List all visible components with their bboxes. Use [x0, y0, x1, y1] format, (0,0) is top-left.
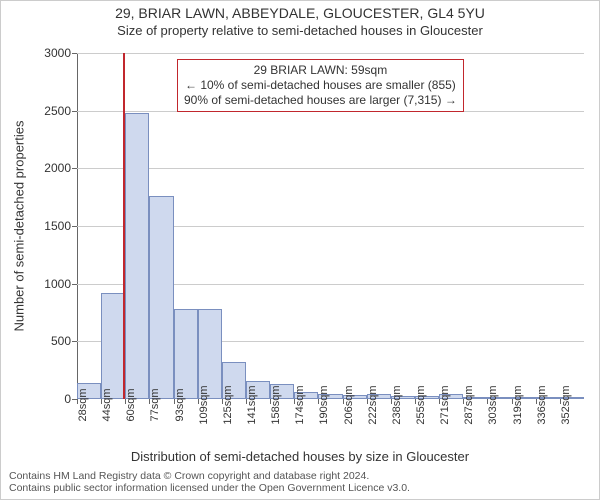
y-axis-title: Number of semi-detached properties: [12, 121, 27, 332]
xtick-label: 93sqm: [174, 388, 186, 421]
footnote-line-1: Contains HM Land Registry data © Crown c…: [9, 470, 410, 483]
xtick-label: 287sqm: [463, 385, 475, 424]
footnote-line-2: Contains public sector information licen…: [9, 482, 410, 495]
histogram-bar: [125, 113, 149, 399]
ytick-label: 2000: [44, 161, 71, 175]
gridline: [77, 168, 584, 169]
xtick-label: 141sqm: [246, 385, 258, 424]
ytick-mark: [72, 226, 77, 227]
chart-title-main: 29, BRIAR LAWN, ABBEYDALE, GLOUCESTER, G…: [1, 5, 599, 21]
xtick-label: 222sqm: [367, 385, 379, 424]
title-area: 29, BRIAR LAWN, ABBEYDALE, GLOUCESTER, G…: [1, 5, 599, 38]
info-box: 29 BRIAR LAWN: 59sqm← 10% of semi-detach…: [177, 59, 464, 112]
histogram-bar: [174, 309, 198, 399]
xtick-label: 303sqm: [487, 385, 499, 424]
xtick-label: 44sqm: [101, 388, 113, 421]
ytick-label: 1000: [44, 277, 71, 291]
ytick-label: 1500: [44, 219, 71, 233]
xtick-label: 238sqm: [391, 385, 403, 424]
xtick-label: 271sqm: [439, 385, 451, 424]
footnote: Contains HM Land Registry data © Crown c…: [9, 470, 410, 495]
ytick-mark: [72, 284, 77, 285]
xtick-label: 174sqm: [294, 385, 306, 424]
xtick-label: 336sqm: [536, 385, 548, 424]
ytick-label: 3000: [44, 46, 71, 60]
x-axis-title: Distribution of semi-detached houses by …: [1, 449, 599, 464]
ytick-mark: [72, 341, 77, 342]
xtick-label: 109sqm: [198, 385, 210, 424]
ytick-label: 0: [64, 392, 71, 406]
xtick-label: 60sqm: [125, 388, 137, 421]
xtick-label: 125sqm: [222, 385, 234, 424]
xtick-label: 319sqm: [512, 385, 524, 424]
histogram-bar: [101, 293, 125, 399]
property-marker-line: [123, 53, 125, 399]
ytick-mark: [72, 53, 77, 54]
info-line-2: ← 10% of semi-detached houses are smalle…: [184, 78, 457, 93]
xtick-label: 206sqm: [343, 385, 355, 424]
ytick-mark: [72, 111, 77, 112]
info-line-1: 29 BRIAR LAWN: 59sqm: [184, 63, 457, 78]
ytick-mark: [72, 168, 77, 169]
figure: 29, BRIAR LAWN, ABBEYDALE, GLOUCESTER, G…: [0, 0, 600, 500]
ytick-label: 2500: [44, 104, 71, 118]
xtick-label: 158sqm: [270, 385, 282, 424]
xtick-label: 352sqm: [560, 385, 572, 424]
chart-title-sub: Size of property relative to semi-detach…: [1, 23, 599, 38]
xtick-label: 28sqm: [77, 388, 89, 421]
xtick-label: 255sqm: [415, 385, 427, 424]
plot-area: 05001000150020002500300028sqm44sqm60sqm7…: [77, 53, 584, 399]
ytick-label: 500: [51, 334, 71, 348]
xtick-label: 77sqm: [149, 388, 161, 421]
histogram-bar: [149, 196, 173, 399]
xtick-label: 190sqm: [318, 385, 330, 424]
gridline: [77, 53, 584, 54]
info-line-3: 90% of semi-detached houses are larger (…: [184, 93, 457, 108]
